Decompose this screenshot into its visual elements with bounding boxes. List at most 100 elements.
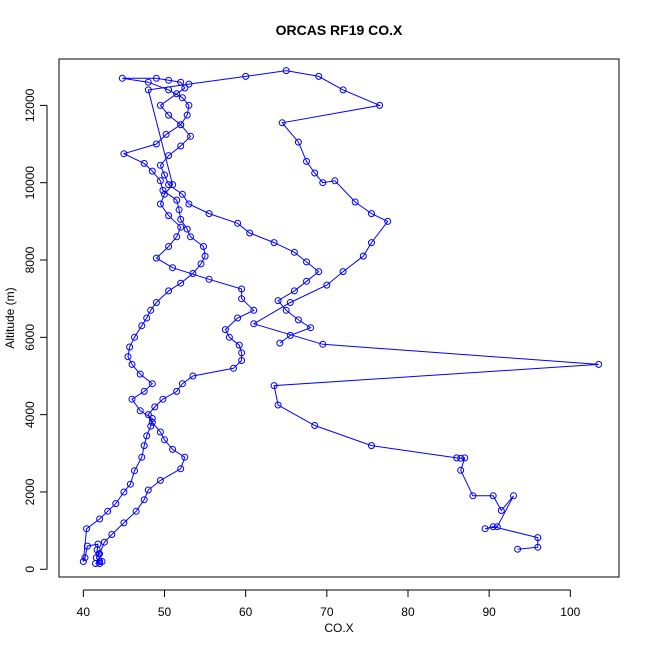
data-point bbox=[274, 401, 282, 409]
data-point bbox=[148, 418, 156, 426]
data-point bbox=[132, 507, 140, 515]
data-point bbox=[120, 488, 128, 496]
data-point bbox=[126, 343, 134, 351]
data-point bbox=[270, 239, 278, 247]
data-point bbox=[201, 252, 209, 260]
data-point bbox=[339, 268, 347, 276]
data-point bbox=[453, 454, 461, 462]
data-point bbox=[96, 550, 104, 558]
data-point bbox=[165, 181, 173, 189]
data-point bbox=[156, 177, 164, 185]
data-point bbox=[165, 76, 173, 84]
data-point bbox=[131, 333, 138, 341]
data-point bbox=[169, 445, 177, 453]
data-point bbox=[159, 186, 167, 194]
data-point bbox=[108, 531, 116, 538]
y-tick-label: 6000 bbox=[23, 324, 37, 351]
y-tick-label: 8000 bbox=[23, 246, 37, 273]
data-point bbox=[140, 496, 148, 504]
x-tick-label: 90 bbox=[482, 605, 496, 619]
data-point bbox=[177, 279, 185, 287]
data-point bbox=[274, 297, 282, 305]
data-point bbox=[128, 395, 136, 403]
data-point bbox=[144, 86, 152, 94]
data-point bbox=[323, 281, 331, 289]
y-tick-label: 12000 bbox=[23, 88, 37, 122]
data-point bbox=[534, 534, 542, 542]
data-point bbox=[147, 306, 155, 314]
data-point bbox=[83, 542, 91, 550]
data-point bbox=[205, 210, 213, 218]
data-point bbox=[235, 341, 243, 349]
data-point bbox=[128, 360, 136, 368]
plot-area bbox=[79, 67, 603, 567]
data-point bbox=[79, 558, 87, 565]
data-point bbox=[143, 432, 151, 440]
data-point bbox=[152, 140, 160, 148]
data-point bbox=[177, 223, 185, 231]
series-line-1 bbox=[82, 77, 320, 564]
y-tick-label: 2000 bbox=[23, 478, 37, 505]
data-point bbox=[161, 190, 168, 198]
data-point bbox=[126, 480, 134, 488]
data-point bbox=[165, 212, 173, 220]
data-point bbox=[185, 80, 193, 88]
data-point bbox=[161, 171, 168, 179]
data-point bbox=[144, 78, 152, 86]
data-point bbox=[376, 101, 384, 109]
data-point bbox=[595, 360, 603, 368]
data-point bbox=[489, 523, 497, 531]
data-point bbox=[238, 357, 246, 364]
data-point bbox=[238, 285, 246, 293]
data-point bbox=[112, 500, 120, 508]
data-point bbox=[173, 387, 181, 395]
data-point bbox=[230, 364, 237, 372]
data-point bbox=[96, 515, 104, 523]
data-point bbox=[152, 254, 160, 262]
y-tick-label: 4000 bbox=[23, 401, 37, 428]
data-point bbox=[290, 248, 298, 256]
data-point bbox=[187, 233, 194, 241]
data-point bbox=[225, 333, 233, 341]
plot-frame bbox=[58, 58, 620, 578]
x-tick-label: 60 bbox=[239, 605, 253, 619]
data-point bbox=[151, 403, 159, 411]
data-point bbox=[169, 181, 177, 189]
data-point bbox=[144, 486, 152, 494]
data-point bbox=[173, 196, 181, 204]
data-point bbox=[181, 453, 189, 461]
data-point bbox=[368, 239, 375, 247]
data-point bbox=[177, 121, 185, 129]
data-point bbox=[282, 306, 290, 314]
data-point bbox=[138, 322, 146, 330]
data-point bbox=[457, 454, 465, 462]
data-point bbox=[165, 111, 173, 119]
data-point bbox=[120, 519, 128, 527]
data-point bbox=[178, 380, 186, 388]
data-point bbox=[81, 554, 89, 562]
data-point bbox=[144, 411, 152, 419]
data-point bbox=[156, 101, 164, 109]
data-point bbox=[148, 167, 156, 175]
data-point bbox=[118, 74, 126, 82]
y-tick-label: 0 bbox=[23, 566, 37, 573]
data-point bbox=[481, 525, 489, 533]
data-point bbox=[175, 206, 183, 214]
data-point bbox=[351, 198, 359, 206]
data-point bbox=[140, 159, 148, 167]
data-point bbox=[177, 215, 185, 223]
data-point bbox=[177, 142, 185, 150]
data-point bbox=[294, 316, 302, 324]
data-point bbox=[185, 200, 193, 208]
data-point bbox=[162, 130, 170, 138]
data-point bbox=[100, 538, 108, 546]
data-point bbox=[136, 370, 144, 378]
data-point bbox=[315, 268, 323, 276]
data-point bbox=[469, 492, 477, 500]
data-point bbox=[339, 86, 347, 94]
data-point bbox=[178, 190, 186, 198]
data-point bbox=[276, 339, 284, 347]
data-point bbox=[359, 252, 367, 260]
data-point bbox=[140, 442, 148, 450]
